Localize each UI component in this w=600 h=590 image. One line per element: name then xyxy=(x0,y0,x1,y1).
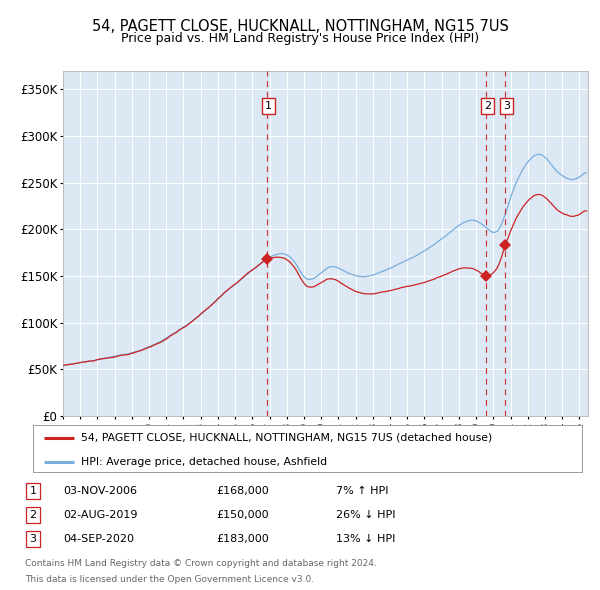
Text: £183,000: £183,000 xyxy=(216,535,269,544)
Text: 2: 2 xyxy=(484,101,491,112)
Text: 13% ↓ HPI: 13% ↓ HPI xyxy=(336,535,395,544)
Text: 1: 1 xyxy=(29,486,37,496)
Text: 04-SEP-2020: 04-SEP-2020 xyxy=(63,535,134,544)
Text: This data is licensed under the Open Government Licence v3.0.: This data is licensed under the Open Gov… xyxy=(25,575,314,584)
Text: £150,000: £150,000 xyxy=(216,510,269,520)
Text: 3: 3 xyxy=(29,535,37,544)
Text: Price paid vs. HM Land Registry's House Price Index (HPI): Price paid vs. HM Land Registry's House … xyxy=(121,32,479,45)
Text: 02-AUG-2019: 02-AUG-2019 xyxy=(63,510,137,520)
Text: 26% ↓ HPI: 26% ↓ HPI xyxy=(336,510,395,520)
Text: 1: 1 xyxy=(265,101,272,112)
Text: 03-NOV-2006: 03-NOV-2006 xyxy=(63,486,137,496)
Text: 7% ↑ HPI: 7% ↑ HPI xyxy=(336,486,389,496)
Text: Contains HM Land Registry data © Crown copyright and database right 2024.: Contains HM Land Registry data © Crown c… xyxy=(25,559,377,568)
Text: 54, PAGETT CLOSE, HUCKNALL, NOTTINGHAM, NG15 7US (detached house): 54, PAGETT CLOSE, HUCKNALL, NOTTINGHAM, … xyxy=(82,432,493,442)
Text: HPI: Average price, detached house, Ashfield: HPI: Average price, detached house, Ashf… xyxy=(82,457,328,467)
Text: 2: 2 xyxy=(29,510,37,520)
Text: 54, PAGETT CLOSE, HUCKNALL, NOTTINGHAM, NG15 7US: 54, PAGETT CLOSE, HUCKNALL, NOTTINGHAM, … xyxy=(92,19,508,34)
Text: £168,000: £168,000 xyxy=(216,486,269,496)
Text: 3: 3 xyxy=(503,101,510,112)
